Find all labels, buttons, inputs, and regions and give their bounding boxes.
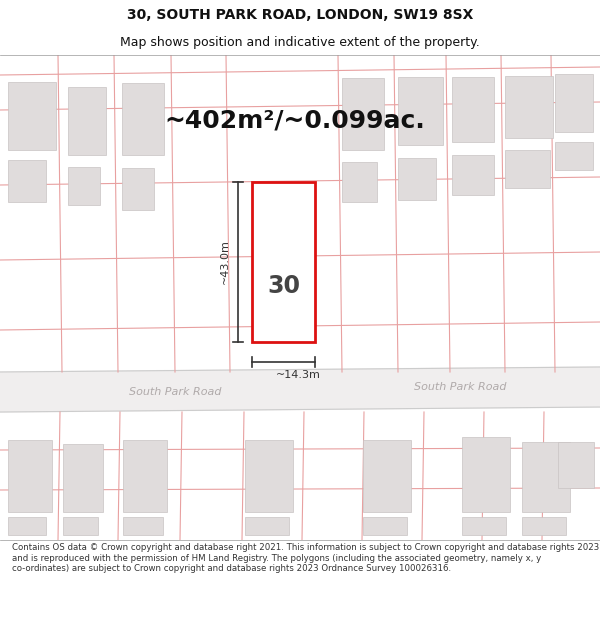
Bar xyxy=(123,440,167,512)
Bar xyxy=(505,150,550,188)
Bar xyxy=(462,517,506,535)
Bar xyxy=(558,442,594,488)
Bar xyxy=(363,517,407,535)
Text: Map shows position and indicative extent of the property.: Map shows position and indicative extent… xyxy=(120,36,480,49)
Text: 30: 30 xyxy=(267,274,300,298)
Bar xyxy=(8,160,46,202)
Bar xyxy=(63,517,98,535)
Text: 30, SOUTH PARK ROAD, LONDON, SW19 8SX: 30, SOUTH PARK ROAD, LONDON, SW19 8SX xyxy=(127,8,473,22)
Bar xyxy=(522,442,570,512)
Bar xyxy=(398,77,443,145)
Bar xyxy=(452,77,494,142)
Bar xyxy=(363,440,411,512)
Bar xyxy=(452,155,494,195)
Bar xyxy=(68,167,100,205)
Text: South Park Road: South Park Road xyxy=(414,382,506,392)
Bar xyxy=(522,517,566,535)
Bar xyxy=(555,142,593,170)
Bar xyxy=(8,440,52,512)
Bar xyxy=(555,74,593,132)
Text: ~402m²/~0.099ac.: ~402m²/~0.099ac. xyxy=(164,108,425,132)
Bar xyxy=(8,517,46,535)
Bar xyxy=(245,440,293,512)
Bar xyxy=(245,517,289,535)
Text: ~14.3m: ~14.3m xyxy=(276,370,321,380)
Bar xyxy=(342,162,377,202)
Bar xyxy=(398,158,436,200)
Bar xyxy=(68,87,106,155)
Bar xyxy=(63,444,103,512)
Bar xyxy=(8,82,56,150)
Bar xyxy=(462,437,510,512)
Polygon shape xyxy=(0,367,600,412)
Text: Contains OS data © Crown copyright and database right 2021. This information is : Contains OS data © Crown copyright and d… xyxy=(12,543,599,573)
Bar xyxy=(505,76,553,138)
Bar xyxy=(123,517,163,535)
Text: ~43.0m: ~43.0m xyxy=(220,239,230,284)
Bar xyxy=(252,182,315,342)
Bar xyxy=(342,78,384,150)
Bar xyxy=(122,83,164,155)
Text: South Park Road: South Park Road xyxy=(129,387,221,397)
Bar xyxy=(122,168,154,210)
